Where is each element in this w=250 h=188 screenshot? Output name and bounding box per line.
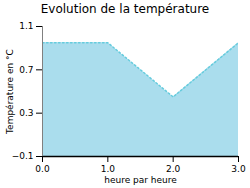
svg-text:0.0: 0.0 [35, 164, 50, 174]
svg-text:1.0: 1.0 [101, 164, 116, 174]
svg-text:3.0: 3.0 [231, 164, 246, 174]
svg-text:Température en °C: Température en °C [5, 49, 15, 135]
html-text:Evolution de la température: Evolution de la température [40, 2, 210, 16]
svg-text:−0.1: −0.1 [12, 151, 34, 161]
svg-text:0.3: 0.3 [19, 108, 33, 118]
svg-text:2.0: 2.0 [166, 164, 181, 174]
svg-text:1.1: 1.1 [19, 21, 33, 31]
svg-text:0.7: 0.7 [19, 65, 33, 75]
svg-text:heure par heure: heure par heure [104, 175, 177, 185]
